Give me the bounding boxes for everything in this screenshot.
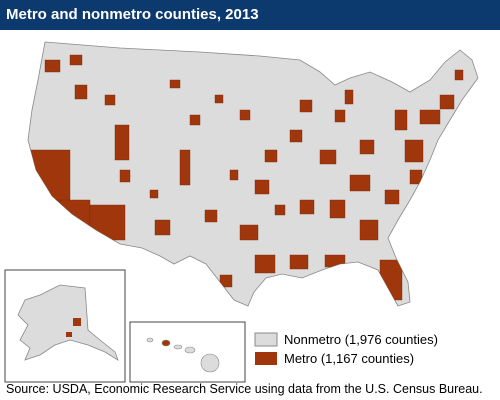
legend-swatch — [254, 332, 278, 347]
metro-area — [69, 54, 83, 66]
metro-area — [239, 109, 251, 121]
metro-area — [264, 149, 278, 163]
metro-area — [404, 139, 424, 163]
metro-area — [239, 224, 259, 241]
metro-area — [359, 139, 375, 155]
metro-area — [384, 189, 400, 205]
metro-area — [74, 84, 88, 100]
metro-area — [289, 129, 303, 143]
metro-area — [169, 79, 181, 89]
metro-area — [319, 149, 337, 165]
metro-area — [394, 109, 408, 131]
metro-area — [114, 124, 130, 161]
legend-label: Nonmetro (1,976 counties) — [284, 332, 438, 347]
metro-area — [349, 174, 371, 192]
metro-area — [89, 204, 126, 241]
metro-area — [344, 89, 354, 105]
metro-area — [439, 94, 455, 110]
metro-area — [119, 169, 131, 183]
metro-area — [359, 219, 379, 241]
metro-area — [454, 69, 464, 81]
metro-area — [254, 179, 270, 195]
metro-area — [104, 94, 116, 106]
metro-area — [149, 189, 159, 199]
metro-area — [229, 169, 239, 181]
hawaii — [146, 337, 220, 373]
metro-area — [329, 199, 346, 219]
metro-area — [189, 114, 201, 126]
title-bar: Metro and nonmetro counties, 2013 — [0, 0, 500, 30]
metro-area — [179, 149, 191, 186]
metro-area — [154, 219, 171, 236]
alaska-metro — [66, 332, 72, 337]
metro-area — [299, 199, 315, 215]
hawaii-inset — [129, 321, 246, 383]
title: Metro and nonmetro counties, 2013 — [6, 6, 259, 23]
metro-area — [44, 59, 61, 73]
metro-area — [324, 254, 346, 268]
alaska — [17, 284, 119, 361]
metro-area — [204, 209, 218, 223]
metro-area — [299, 99, 313, 113]
metro-area — [334, 109, 346, 123]
metro-area — [254, 254, 276, 274]
metro-area — [419, 109, 441, 125]
alaska-metro — [73, 318, 81, 326]
metro-area — [34, 199, 61, 221]
metro-area — [409, 169, 423, 185]
metro-area — [274, 204, 286, 216]
source: Source: USDA, Economic Research Service … — [6, 382, 483, 396]
legend-swatch — [255, 352, 277, 365]
metro-area — [59, 199, 91, 231]
metro-area — [289, 254, 309, 270]
legend-label: Metro (1,167 counties) — [284, 351, 414, 366]
metro-area — [214, 94, 224, 104]
metro-area — [219, 274, 233, 288]
